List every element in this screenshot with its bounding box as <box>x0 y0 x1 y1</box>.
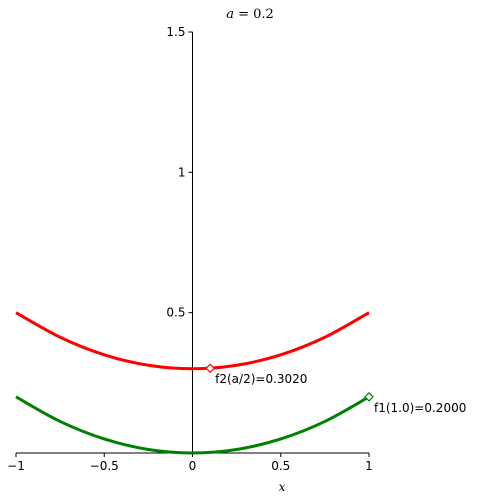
x-axis-label: x <box>279 480 286 494</box>
marker-label-1: f2(a/2)=0.3020 <box>215 372 307 386</box>
marker-label-2: f1(1.0)=0.2000 <box>374 401 466 415</box>
y-tick-label: 0.5 <box>166 306 185 320</box>
chart-title-value: = 0.2 <box>234 7 274 22</box>
axes <box>16 32 369 454</box>
x-tick-label: 0.5 <box>271 459 290 473</box>
marker-diamond-1 <box>205 363 215 374</box>
y-axis-ticks: 0.5 1 1.5 <box>166 25 193 320</box>
y-tick-label: 1.5 <box>166 25 185 39</box>
y-tick-label: 1 <box>178 165 186 179</box>
series-line-2 <box>15 395 370 455</box>
x-axis-ticks: −1 −0.5 0 0.5 1 <box>7 453 373 473</box>
x-tick-label: −1 <box>7 459 25 473</box>
chart-title-variable: a <box>226 7 234 22</box>
marker-diamond-2 <box>364 392 374 402</box>
series-line-1 <box>15 311 370 371</box>
x-tick-label: 0 <box>189 459 197 473</box>
x-tick-label: 1 <box>365 459 373 473</box>
marker-layer: f2(a/2)=0.3020 f1(1.0)=0.2000 <box>205 363 466 415</box>
x-tick-label: −0.5 <box>90 459 119 473</box>
chart-title: a = 0.2 <box>226 7 274 22</box>
series-layer <box>15 311 370 455</box>
